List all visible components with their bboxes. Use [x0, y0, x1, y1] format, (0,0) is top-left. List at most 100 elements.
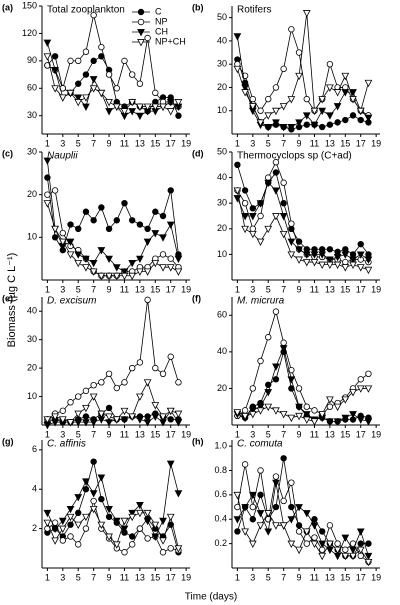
x-tick-label: 19	[181, 429, 191, 439]
y-tick-label: 50	[217, 146, 227, 156]
x-tick-label: 11	[120, 284, 129, 294]
x-tick-label: 9	[107, 138, 112, 148]
data-point	[136, 416, 144, 424]
data-point	[356, 546, 365, 555]
data-point	[295, 385, 303, 392]
data-point	[318, 96, 327, 104]
series-line	[237, 346, 369, 422]
data-point	[302, 10, 311, 18]
data-point	[51, 225, 59, 234]
data-point	[342, 246, 349, 253]
x-tick-label: 17	[356, 138, 366, 148]
data-point	[287, 251, 296, 259]
data-point	[90, 497, 97, 505]
data-point	[66, 238, 75, 246]
data-point	[98, 495, 105, 503]
data-point	[51, 525, 59, 533]
data-point	[302, 259, 311, 267]
x-tick-label: 19	[371, 572, 381, 582]
y-tick-label: 20	[217, 82, 227, 92]
data-point	[310, 522, 319, 530]
data-point	[365, 370, 372, 377]
data-point	[233, 409, 242, 417]
data-point	[167, 353, 174, 360]
data-point	[241, 225, 249, 234]
data-point	[280, 497, 287, 505]
data-point	[112, 541, 121, 549]
data-point	[128, 413, 137, 421]
data-point	[349, 256, 357, 264]
data-point	[113, 85, 120, 92]
x-tick-label: 17	[166, 138, 176, 148]
data-point	[303, 540, 310, 547]
y-tick-label: 60	[27, 83, 37, 93]
data-point	[136, 255, 144, 264]
x-tick-label: 13	[325, 284, 335, 294]
data-point	[264, 225, 273, 234]
data-point	[272, 84, 280, 91]
x-tick-label: 9	[107, 284, 112, 294]
data-point	[318, 261, 327, 270]
data-point	[98, 204, 105, 211]
data-point	[279, 103, 288, 111]
data-point	[233, 187, 242, 195]
y-tick-label: 90	[27, 55, 37, 65]
x-tick-label: 5	[76, 429, 81, 439]
data-point	[256, 522, 265, 530]
y-tick-label: 40	[27, 306, 37, 316]
data-point	[280, 65, 287, 73]
data-point	[341, 72, 350, 81]
data-point	[311, 246, 318, 253]
data-point	[112, 264, 121, 272]
data-point	[152, 208, 159, 215]
series-line	[237, 464, 369, 563]
x-tick-label: 3	[60, 572, 65, 582]
legend-marker	[137, 18, 145, 26]
data-point	[272, 308, 280, 315]
data-point	[90, 57, 97, 65]
y-tick-label: 2	[32, 523, 37, 533]
data-point	[144, 225, 151, 232]
data-point	[333, 418, 342, 426]
data-point	[82, 103, 90, 111]
data-point	[151, 533, 160, 541]
data-point	[113, 217, 120, 224]
x-tick-label: 19	[371, 284, 381, 294]
data-point	[51, 537, 59, 545]
data-point	[311, 407, 318, 414]
x-tick-label: 13	[325, 138, 335, 148]
data-point	[152, 364, 159, 372]
x-tick-label: 7	[281, 572, 286, 582]
data-point	[97, 247, 106, 255]
panel-label: (d)	[192, 148, 204, 158]
data-point	[105, 71, 113, 78]
data-point	[128, 509, 137, 518]
data-point	[349, 112, 357, 119]
data-point	[349, 96, 357, 104]
y-tick-label: 0.2	[214, 538, 227, 548]
data-point	[159, 264, 167, 272]
data-point	[136, 221, 144, 228]
y-tick-label: 40	[217, 346, 227, 356]
y-tick-label: 6	[32, 444, 37, 454]
data-point	[334, 540, 341, 547]
data-point	[89, 505, 98, 514]
data-point	[356, 528, 365, 536]
data-point	[333, 552, 342, 561]
data-point	[342, 258, 349, 266]
data-point	[152, 89, 159, 97]
data-point	[90, 11, 97, 19]
panel-title: Nauplii	[47, 151, 78, 162]
series-line	[237, 190, 369, 271]
data-point	[356, 416, 365, 424]
data-point	[82, 71, 90, 78]
x-tick-label: 1	[45, 138, 50, 148]
data-point	[58, 416, 67, 424]
data-point	[310, 251, 319, 259]
data-point	[166, 460, 175, 469]
data-point	[120, 517, 129, 526]
x-tick-label: 1	[235, 284, 240, 294]
data-point	[311, 534, 318, 541]
y-tick-label: 10	[217, 105, 227, 115]
data-point	[166, 407, 175, 416]
